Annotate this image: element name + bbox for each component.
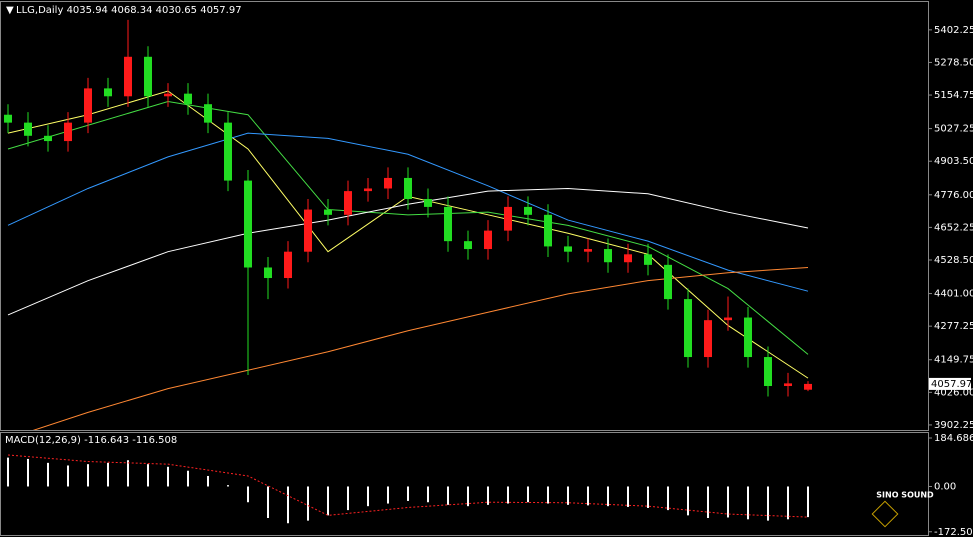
candle-body xyxy=(384,177,392,189)
moving-average xyxy=(7,132,809,292)
candle-body xyxy=(584,249,592,252)
candle-body xyxy=(364,188,372,192)
moving-average xyxy=(32,266,809,430)
candle-body xyxy=(504,206,512,231)
candle-body xyxy=(544,214,552,247)
price-box xyxy=(929,377,971,390)
candle-body xyxy=(164,93,172,97)
candle-body xyxy=(564,246,572,252)
chart-title: LLG,Daily 4035.94 4068.34 4030.65 4057.9… xyxy=(16,5,242,16)
candle-body xyxy=(24,122,32,136)
candle-body xyxy=(424,199,432,207)
candle-body xyxy=(724,317,732,321)
candle-body xyxy=(324,209,332,215)
macd-pane xyxy=(0,432,929,536)
candle-body xyxy=(484,230,492,250)
candle-body xyxy=(684,299,692,358)
candle-body xyxy=(64,122,72,142)
candle-body xyxy=(124,56,132,97)
candle-body xyxy=(344,191,352,215)
y-tick-label: 3902.25 xyxy=(934,420,973,431)
candle-body xyxy=(84,88,92,123)
y-tick-label: 4026.00 xyxy=(934,387,973,398)
candle-body xyxy=(204,104,212,123)
candle-body xyxy=(404,177,412,200)
y-tick-label: 5154.75 xyxy=(934,90,973,101)
macd-title: MACD(12,26,9) -116.643 -116.508 xyxy=(5,435,177,446)
candle-body xyxy=(224,122,232,181)
y-tick-label: -172.501 xyxy=(934,527,973,537)
candle-body xyxy=(804,383,812,390)
y-tick-label: 5402.25 xyxy=(934,25,973,36)
y-tick-label: 4528.50 xyxy=(934,255,973,266)
candle-body xyxy=(624,254,632,263)
y-tick-label: 4903.50 xyxy=(934,156,973,167)
moving-average xyxy=(7,101,809,355)
candle-body xyxy=(764,357,772,387)
candle-body xyxy=(464,241,472,250)
y-tick-label: 5027.25 xyxy=(934,124,973,135)
candle-body xyxy=(44,135,52,142)
candle-body xyxy=(4,114,12,123)
y-tick-label: 184.686 xyxy=(934,433,973,444)
watermark: SINO SOUND xyxy=(876,491,934,500)
candle-body xyxy=(104,88,112,97)
price-pane xyxy=(0,1,929,431)
candle-body xyxy=(304,209,312,252)
candle-body xyxy=(244,180,252,268)
candle-body xyxy=(284,251,292,279)
candle-body xyxy=(744,317,752,358)
candle-body xyxy=(604,249,612,263)
y-tick-label: 4277.25 xyxy=(934,321,973,332)
candle-body xyxy=(704,320,712,358)
candle-body xyxy=(264,267,272,279)
title-arrow: ▼ xyxy=(6,5,14,16)
y-tick-label: 5278.50 xyxy=(934,57,973,68)
current-price: 4057.97 xyxy=(931,379,972,390)
candle-body xyxy=(184,93,192,105)
price-plot xyxy=(4,19,812,430)
y-tick-label: 4401.00 xyxy=(934,289,973,300)
watermark-logo xyxy=(871,500,899,528)
y-tick-label: 0.00 xyxy=(934,481,956,492)
signal-line xyxy=(7,454,809,518)
y-tick-label: 4776.00 xyxy=(934,190,973,201)
candle-body xyxy=(784,383,792,387)
macd-plot xyxy=(7,454,809,524)
candle-body xyxy=(644,254,652,265)
candle-body xyxy=(144,56,152,97)
y-tick-label: 4652.25 xyxy=(934,222,973,233)
candle-body xyxy=(444,206,452,242)
y-tick-label: 4149.75 xyxy=(934,355,973,366)
candle-body xyxy=(524,206,532,215)
candle-body xyxy=(664,264,672,300)
